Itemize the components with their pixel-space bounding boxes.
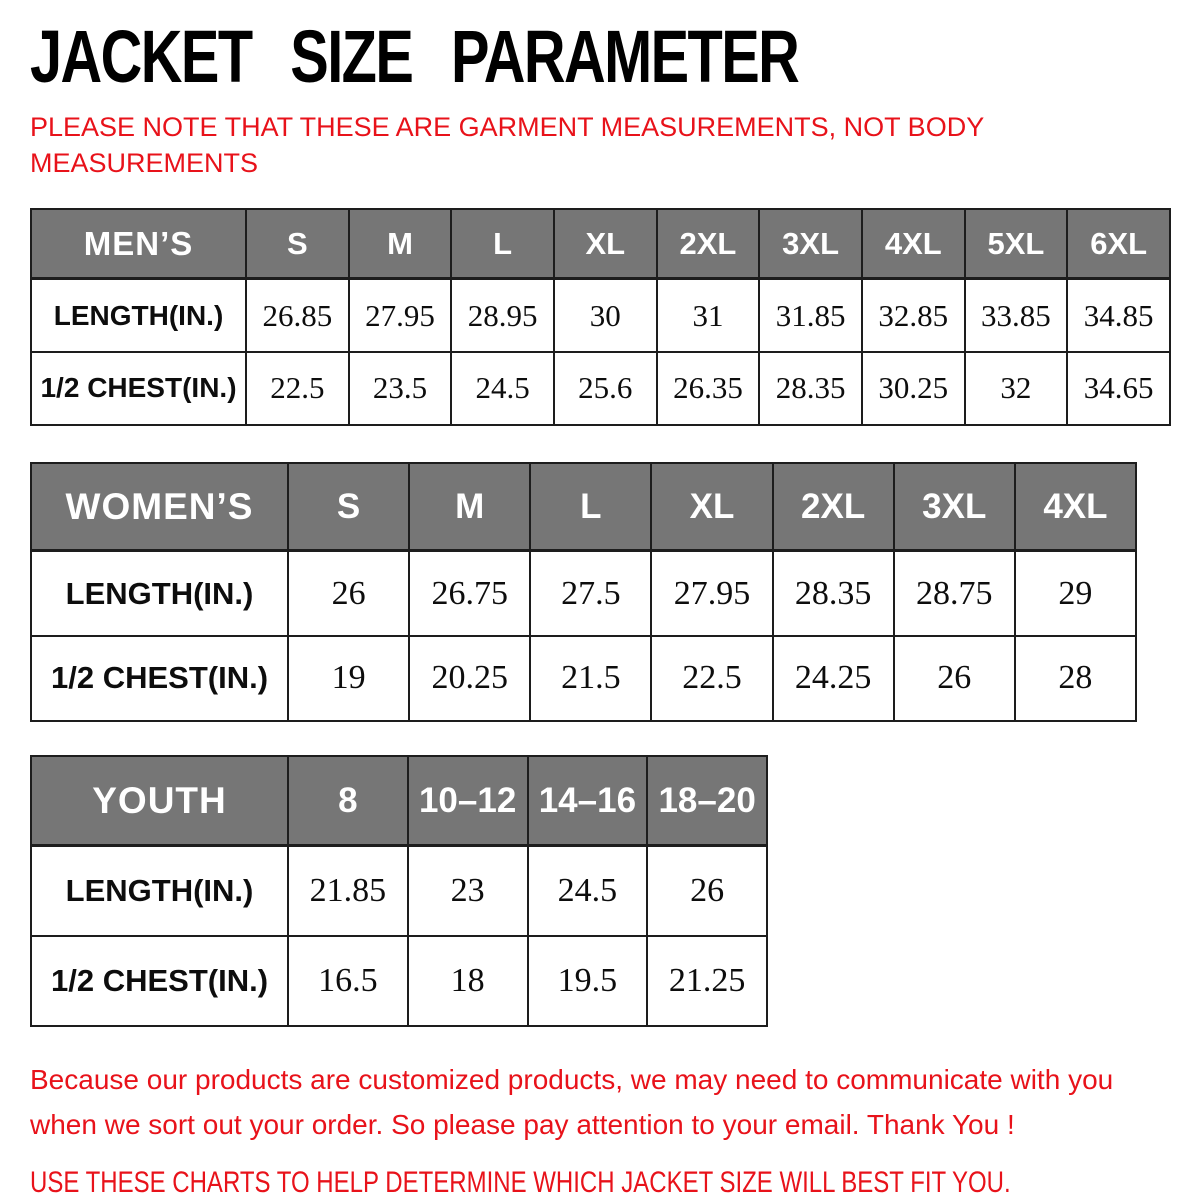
size-column-header: 5XL <box>963 207 1069 281</box>
measurement-cell: 21.25 <box>646 934 768 1027</box>
size-column-header: 3XL <box>892 461 1016 553</box>
measurement-cell: 28.95 <box>450 277 555 353</box>
size-tables: MEN’S S M L XL 2XL 3XL 4XL 5XL 6XL LENGTH(IN.) 26.8… <box>30 207 1171 1027</box>
category-header-womens: WOMEN’S <box>30 461 289 553</box>
size-column-header: 4XL <box>860 207 966 281</box>
customization-notice-line-2: when we sort out your order. So please p… <box>30 1109 1015 1141</box>
measurement-cell: 26.75 <box>408 549 532 637</box>
table-header-row: YOUTH 8 10–12 14–16 18–20 <box>30 754 768 848</box>
measurement-cell: 18 <box>406 934 529 1027</box>
customization-notice: Because our products are customized prod… <box>30 1057 1170 1148</box>
measurement-cell: 23.5 <box>347 350 453 426</box>
table-row: 1/2 CHEST(IN.) 16.5 18 19.5 21.25 <box>30 934 768 1027</box>
measurement-cell: 26 <box>286 549 411 637</box>
garment-measurements-note: PLEASE NOTE THAT THESE ARE GARMENT MEASU… <box>30 110 1170 182</box>
measurement-cell: 26 <box>646 844 768 937</box>
measurement-cell: 21.85 <box>287 844 409 937</box>
measurement-cell: 30.25 <box>860 350 966 426</box>
measurement-cell: 28.35 <box>771 549 895 637</box>
measurement-cell: 27.95 <box>347 277 453 353</box>
size-column-header: 10–12 <box>406 754 529 848</box>
measurement-cell: 25.6 <box>552 350 658 426</box>
measurement-cell: 22.5 <box>650 634 774 722</box>
size-column-header: 14–16 <box>526 754 649 848</box>
table-header-row: WOMEN’S S M L XL 2XL 3XL 4XL <box>30 461 1138 553</box>
measurement-cell: 26.35 <box>655 350 761 426</box>
measurement-cell: 16.5 <box>287 934 409 1027</box>
size-column-header: L <box>450 207 555 281</box>
table-row: 1/2 CHEST(IN.) 19 20.25 21.5 22.5 24.25 26 28 <box>30 634 1138 722</box>
measurement-cell: 19 <box>286 634 411 722</box>
measurement-cell: 34.85 <box>1066 277 1171 353</box>
measurement-cell: 22.5 <box>245 350 350 426</box>
measurement-cell: 26 <box>892 634 1016 722</box>
measurement-cell: 20.25 <box>408 634 532 722</box>
table-row: LENGTH(IN.) 26 26.75 27.5 27.95 28.35 28.75 29 <box>30 549 1138 637</box>
measurement-cell: 21.5 <box>529 634 653 722</box>
measurement-cell: 26.85 <box>245 277 350 353</box>
size-column-header: S <box>286 461 411 553</box>
chart-usage-instruction: USE THESE CHARTS TO HELP DETERMINE WHICH… <box>30 1165 1011 1199</box>
measurement-cell: 31 <box>655 277 761 353</box>
measurement-cell: 19.5 <box>526 934 649 1027</box>
size-column-header: L <box>529 461 653 553</box>
customization-notice-line-1: Because our products are customized prod… <box>30 1063 1114 1095</box>
size-column-header: 6XL <box>1066 207 1171 281</box>
measurement-cell: 31.85 <box>758 277 863 353</box>
measurement-cell: 24.5 <box>526 844 649 937</box>
measurement-cell: 27.95 <box>650 549 774 637</box>
table-row: 1/2 CHEST(IN.) 22.5 23.5 24.5 25.6 26.35 28.35… <box>30 350 1171 426</box>
measurement-cell: 28.75 <box>892 549 1016 637</box>
table-header-row: MEN’S S M L XL 2XL 3XL 4XL 5XL 6XL <box>30 207 1171 281</box>
measurement-cell: 23 <box>406 844 529 937</box>
size-column-header: 18–20 <box>646 754 768 848</box>
measurement-cell: 27.5 <box>529 549 653 637</box>
row-label: LENGTH(IN.) <box>30 844 289 937</box>
measurement-cell: 32.85 <box>860 277 966 353</box>
size-column-header: 3XL <box>758 207 863 281</box>
measurement-cell: 28 <box>1013 634 1138 722</box>
table-row: LENGTH(IN.) 26.85 27.95 28.95 30 31 31.85 32.85… <box>30 277 1171 353</box>
size-column-header: XL <box>552 207 658 281</box>
size-table-mens: MEN’S S M L XL 2XL 3XL 4XL 5XL 6XL LENGTH(IN.) 26.8… <box>30 207 1171 426</box>
size-column-header: 8 <box>287 754 409 848</box>
note-line-2: MEASUREMENTS <box>30 147 259 178</box>
size-column-header: M <box>347 207 453 281</box>
measurement-cell: 29 <box>1013 549 1138 637</box>
row-label: LENGTH(IN.) <box>30 277 247 353</box>
row-label: 1/2 CHEST(IN.) <box>30 634 289 722</box>
size-column-header: 2XL <box>655 207 761 281</box>
measurement-cell: 30 <box>552 277 658 353</box>
row-label: LENGTH(IN.) <box>30 549 289 637</box>
measurement-cell: 28.35 <box>758 350 863 426</box>
size-column-header: 2XL <box>771 461 895 553</box>
measurement-cell: 24.5 <box>450 350 555 426</box>
size-column-header: S <box>245 207 350 281</box>
measurement-cell: 32 <box>963 350 1069 426</box>
size-column-header: 4XL <box>1013 461 1138 553</box>
size-table-youth: YOUTH 8 10–12 14–16 18–20 LENGTH(IN.) 21.85 23 2… <box>30 754 768 1027</box>
measurement-cell: 34.65 <box>1066 350 1171 426</box>
measurement-cell: 24.25 <box>771 634 895 722</box>
category-header-youth: YOUTH <box>30 754 289 848</box>
size-column-header: XL <box>650 461 774 553</box>
row-label: 1/2 CHEST(IN.) <box>30 350 247 426</box>
table-row: LENGTH(IN.) 21.85 23 24.5 26 <box>30 844 768 937</box>
size-table-womens: WOMEN’S S M L XL 2XL 3XL 4XL LENGTH(IN.) 26 26.75 2… <box>30 461 1138 722</box>
size-column-header: M <box>408 461 532 553</box>
row-label: 1/2 CHEST(IN.) <box>30 934 289 1027</box>
category-header-mens: MEN’S <box>30 207 247 281</box>
page-title: JACKET SIZE PARAMETER <box>30 15 800 98</box>
note-line-1: PLEASE NOTE THAT THESE ARE GARMENT MEASU… <box>30 112 985 142</box>
measurement-cell: 33.85 <box>963 277 1069 353</box>
